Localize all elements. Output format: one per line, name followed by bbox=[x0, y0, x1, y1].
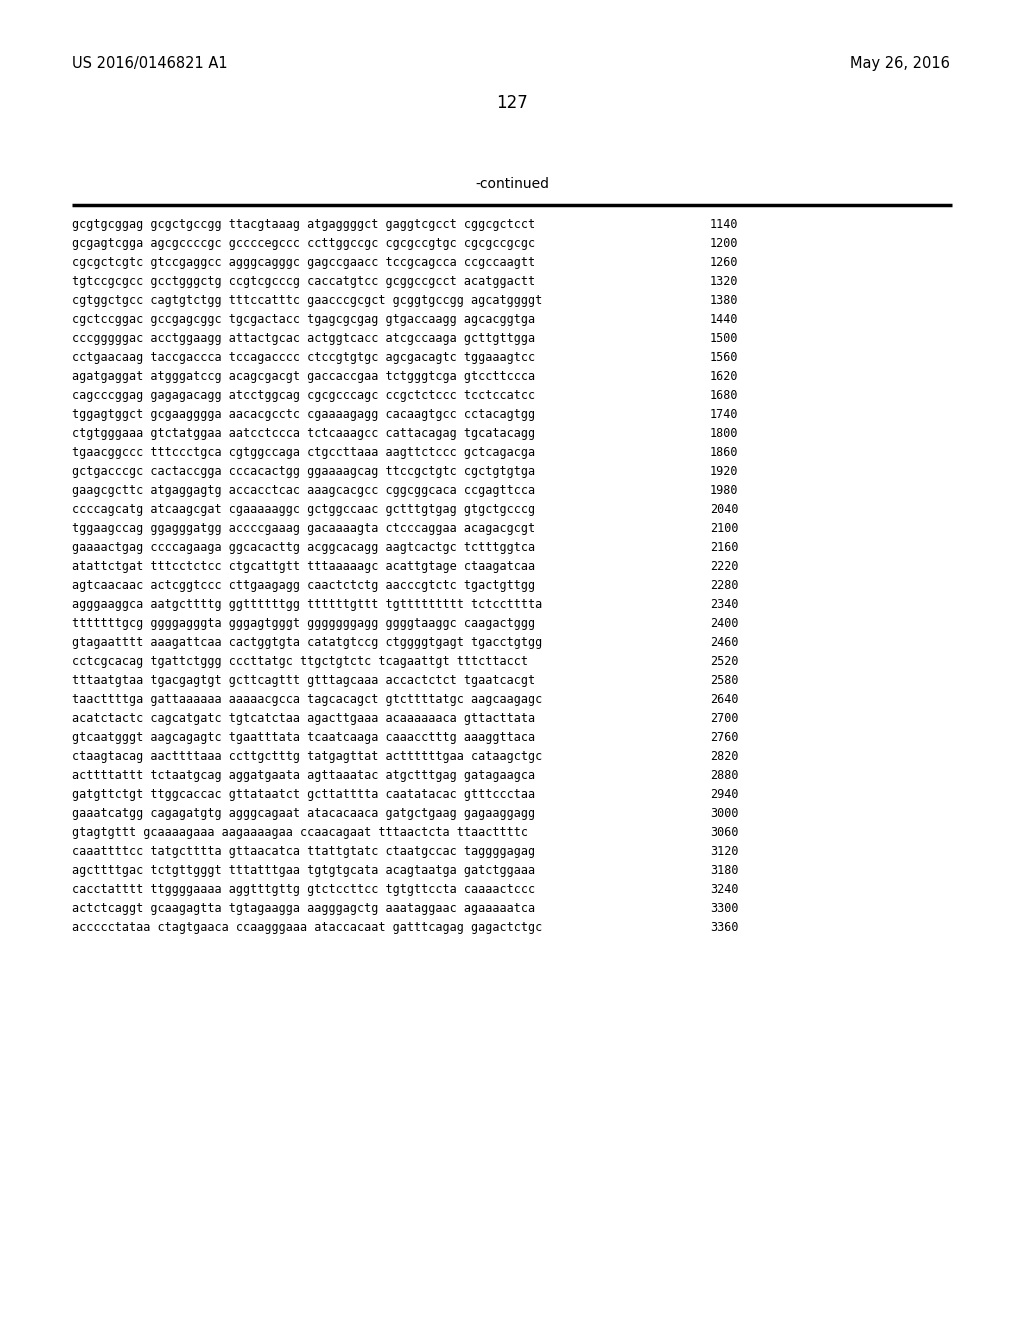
Text: caaattttcc tatgctttta gttaacatca ttattgtatc ctaatgccac taggggagag: caaattttcc tatgctttta gttaacatca ttattgt… bbox=[72, 845, 536, 858]
Text: tgaacggccc tttccctgca cgtggccaga ctgccttaaa aagttctccc gctcagacga: tgaacggccc tttccctgca cgtggccaga ctgcctt… bbox=[72, 446, 536, 459]
Text: 2100: 2100 bbox=[710, 521, 738, 535]
Text: cacctatttt ttggggaaaa aggtttgttg gtctccttcc tgtgttccta caaaactccc: cacctatttt ttggggaaaa aggtttgttg gtctcct… bbox=[72, 883, 536, 896]
Text: 1980: 1980 bbox=[710, 484, 738, 498]
Text: 3180: 3180 bbox=[710, 865, 738, 876]
Text: cgcgctcgtc gtccgaggcc agggcagggc gagccgaacc tccgcagcca ccgccaagtt: cgcgctcgtc gtccgaggcc agggcagggc gagccga… bbox=[72, 256, 536, 269]
Text: 2280: 2280 bbox=[710, 579, 738, 591]
Text: agcttttgac tctgttgggt tttatttgaa tgtgtgcata acagtaatga gatctggaaa: agcttttgac tctgttgggt tttatttgaa tgtgtgc… bbox=[72, 865, 536, 876]
Text: May 26, 2016: May 26, 2016 bbox=[850, 55, 950, 71]
Text: tgtccgcgcc gcctgggctg ccgtcgcccg caccatgtcc gcggccgcct acatggactt: tgtccgcgcc gcctgggctg ccgtcgcccg caccatg… bbox=[72, 275, 536, 288]
Text: cccgggggac acctggaagg attactgcac actggtcacc atcgccaaga gcttgttgga: cccgggggac acctggaagg attactgcac actggtc… bbox=[72, 333, 536, 345]
Text: 3360: 3360 bbox=[710, 921, 738, 935]
Text: gaagcgcttc atgaggagtg accacctcac aaagcacgcc cggcggcaca ccgagttcca: gaagcgcttc atgaggagtg accacctcac aaagcac… bbox=[72, 484, 536, 498]
Text: ctgtgggaaa gtctatggaa aatcctccca tctcaaagcc cattacagag tgcatacagg: ctgtgggaaa gtctatggaa aatcctccca tctcaaa… bbox=[72, 426, 536, 440]
Text: gctgacccgc cactaccgga cccacactgg ggaaaagcag ttccgctgtc cgctgtgtga: gctgacccgc cactaccgga cccacactgg ggaaaag… bbox=[72, 465, 536, 478]
Text: gtagaatttt aaagattcaa cactggtgta catatgtccg ctggggtgagt tgacctgtgg: gtagaatttt aaagattcaa cactggtgta catatgt… bbox=[72, 636, 543, 649]
Text: 1440: 1440 bbox=[710, 313, 738, 326]
Text: 2820: 2820 bbox=[710, 750, 738, 763]
Text: 1500: 1500 bbox=[710, 333, 738, 345]
Text: 2640: 2640 bbox=[710, 693, 738, 706]
Text: 2160: 2160 bbox=[710, 541, 738, 554]
Text: 1620: 1620 bbox=[710, 370, 738, 383]
Text: 2220: 2220 bbox=[710, 560, 738, 573]
Text: 1800: 1800 bbox=[710, 426, 738, 440]
Text: 2760: 2760 bbox=[710, 731, 738, 744]
Text: 2340: 2340 bbox=[710, 598, 738, 611]
Text: 2400: 2400 bbox=[710, 616, 738, 630]
Text: 2700: 2700 bbox=[710, 711, 738, 725]
Text: agatgaggat atgggatccg acagcgacgt gaccaccgaa tctgggtcga gtccttccca: agatgaggat atgggatccg acagcgacgt gaccacc… bbox=[72, 370, 536, 383]
Text: accccctataa ctagtgaaca ccaagggaaa ataccacaat gatttcagag gagactctgc: accccctataa ctagtgaaca ccaagggaaa atacca… bbox=[72, 921, 543, 935]
Text: 1920: 1920 bbox=[710, 465, 738, 478]
Text: agggaaggca aatgcttttg ggttttttgg ttttttgttt tgttttttttt tctcctttta: agggaaggca aatgcttttg ggttttttgg ttttttg… bbox=[72, 598, 543, 611]
Text: tggagtggct gcgaagggga aacacgcctc cgaaaagagg cacaagtgcc cctacagtgg: tggagtggct gcgaagggga aacacgcctc cgaaaag… bbox=[72, 408, 536, 421]
Text: gcgagtcgga agcgccccgc gccccegccc ccttggccgc cgcgccgtgc cgcgccgcgc: gcgagtcgga agcgccccgc gccccegccc ccttggc… bbox=[72, 238, 536, 249]
Text: actctcaggt gcaagagtta tgtagaagga aagggagctg aaataggaac agaaaaatca: actctcaggt gcaagagtta tgtagaagga aagggag… bbox=[72, 902, 536, 915]
Text: 1140: 1140 bbox=[710, 218, 738, 231]
Text: gaaaactgag ccccagaaga ggcacacttg acggcacagg aagtcactgc tctttggtca: gaaaactgag ccccagaaga ggcacacttg acggcac… bbox=[72, 541, 536, 554]
Text: cagcccggag gagagacagg atcctggcag cgcgcccagc ccgctctccc tcctccatcc: cagcccggag gagagacagg atcctggcag cgcgccc… bbox=[72, 389, 536, 403]
Text: 2040: 2040 bbox=[710, 503, 738, 516]
Text: taacttttga gattaaaaaa aaaaacgcca tagcacagct gtcttttatgc aagcaagagc: taacttttga gattaaaaaa aaaaacgcca tagcaca… bbox=[72, 693, 543, 706]
Text: cctgaacaag taccgaccca tccagacccc ctccgtgtgc agcgacagtc tggaaagtcc: cctgaacaag taccgaccca tccagacccc ctccgtg… bbox=[72, 351, 536, 364]
Text: acatctactc cagcatgatc tgtcatctaa agacttgaaa acaaaaaaca gttacttata: acatctactc cagcatgatc tgtcatctaa agacttg… bbox=[72, 711, 536, 725]
Text: 1320: 1320 bbox=[710, 275, 738, 288]
Text: 2580: 2580 bbox=[710, 675, 738, 686]
Text: gtcaatgggt aagcagagtc tgaatttata tcaatcaaga caaacctttg aaaggttaca: gtcaatgggt aagcagagtc tgaatttata tcaatca… bbox=[72, 731, 536, 744]
Text: ccccagcatg atcaagcgat cgaaaaaggc gctggccaac gctttgtgag gtgctgcccg: ccccagcatg atcaagcgat cgaaaaaggc gctggcc… bbox=[72, 503, 536, 516]
Text: ctaagtacag aacttttaaa ccttgctttg tatgagttat acttttttgaa cataagctgc: ctaagtacag aacttttaaa ccttgctttg tatgagt… bbox=[72, 750, 543, 763]
Text: -continued: -continued bbox=[475, 177, 549, 191]
Text: 3060: 3060 bbox=[710, 826, 738, 840]
Text: gcgtgcggag gcgctgccgg ttacgtaaag atgaggggct gaggtcgcct cggcgctcct: gcgtgcggag gcgctgccgg ttacgtaaag atgaggg… bbox=[72, 218, 536, 231]
Text: 1260: 1260 bbox=[710, 256, 738, 269]
Text: 1200: 1200 bbox=[710, 238, 738, 249]
Text: gtagtgttt gcaaaagaaa aagaaaagaa ccaacagaat tttaactcta ttaacttttc: gtagtgttt gcaaaagaaa aagaaaagaa ccaacaga… bbox=[72, 826, 528, 840]
Text: 2460: 2460 bbox=[710, 636, 738, 649]
Text: 3300: 3300 bbox=[710, 902, 738, 915]
Text: 2520: 2520 bbox=[710, 655, 738, 668]
Text: cgctccggac gccgagcggc tgcgactacc tgagcgcgag gtgaccaagg agcacggtga: cgctccggac gccgagcggc tgcgactacc tgagcgc… bbox=[72, 313, 536, 326]
Text: 1380: 1380 bbox=[710, 294, 738, 308]
Text: agtcaacaac actcggtccc cttgaagagg caactctctg aacccgtctc tgactgttgg: agtcaacaac actcggtccc cttgaagagg caactct… bbox=[72, 579, 536, 591]
Text: acttttattt tctaatgcag aggatgaata agttaaatac atgctttgag gatagaagca: acttttattt tctaatgcag aggatgaata agttaaa… bbox=[72, 770, 536, 781]
Text: 2880: 2880 bbox=[710, 770, 738, 781]
Text: 3000: 3000 bbox=[710, 807, 738, 820]
Text: atattctgat tttcctctcc ctgcattgtt tttaaaaagc acattgtage ctaagatcaa: atattctgat tttcctctcc ctgcattgtt tttaaaa… bbox=[72, 560, 536, 573]
Text: 1860: 1860 bbox=[710, 446, 738, 459]
Text: cctcgcacag tgattctggg cccttatgc ttgctgtctc tcagaattgt tttcttacct: cctcgcacag tgattctggg cccttatgc ttgctgtc… bbox=[72, 655, 528, 668]
Text: US 2016/0146821 A1: US 2016/0146821 A1 bbox=[72, 55, 227, 71]
Text: gaaatcatgg cagagatgtg agggcagaat atacacaaca gatgctgaag gagaaggagg: gaaatcatgg cagagatgtg agggcagaat atacaca… bbox=[72, 807, 536, 820]
Text: tttttttgcg ggggagggta gggagtgggt gggggggagg ggggtaaggc caagactggg: tttttttgcg ggggagggta gggagtgggt ggggggg… bbox=[72, 616, 536, 630]
Text: 1680: 1680 bbox=[710, 389, 738, 403]
Text: cgtggctgcc cagtgtctgg tttccatttc gaacccgcgct gcggtgccgg agcatggggt: cgtggctgcc cagtgtctgg tttccatttc gaacccg… bbox=[72, 294, 543, 308]
Text: 3240: 3240 bbox=[710, 883, 738, 896]
Text: 3120: 3120 bbox=[710, 845, 738, 858]
Text: tttaatgtaa tgacgagtgt gcttcagttt gtttagcaaa accactctct tgaatcacgt: tttaatgtaa tgacgagtgt gcttcagttt gtttagc… bbox=[72, 675, 536, 686]
Text: 1740: 1740 bbox=[710, 408, 738, 421]
Text: 1560: 1560 bbox=[710, 351, 738, 364]
Text: 2940: 2940 bbox=[710, 788, 738, 801]
Text: gatgttctgt ttggcaccac gttataatct gcttatttta caatatacac gtttccctaa: gatgttctgt ttggcaccac gttataatct gcttatt… bbox=[72, 788, 536, 801]
Text: 127: 127 bbox=[496, 94, 528, 112]
Text: tggaagccag ggagggatgg accccgaaag gacaaaagta ctcccaggaa acagacgcgt: tggaagccag ggagggatgg accccgaaag gacaaaa… bbox=[72, 521, 536, 535]
